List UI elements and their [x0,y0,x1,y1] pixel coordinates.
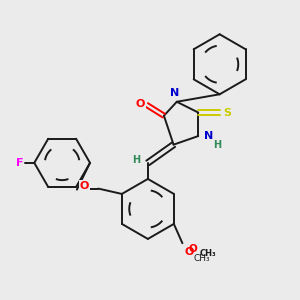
Text: O: O [189,244,197,254]
Text: F: F [16,158,23,168]
Text: H: H [213,140,222,150]
Text: O: O [136,99,145,109]
Text: N: N [204,131,214,141]
Text: H: H [132,154,140,165]
Text: O: O [80,182,89,191]
Text: S: S [223,107,231,118]
Text: O: O [184,247,194,257]
Text: CH₃: CH₃ [200,249,216,258]
Text: N: N [170,88,179,98]
Text: CH₃: CH₃ [193,254,210,263]
